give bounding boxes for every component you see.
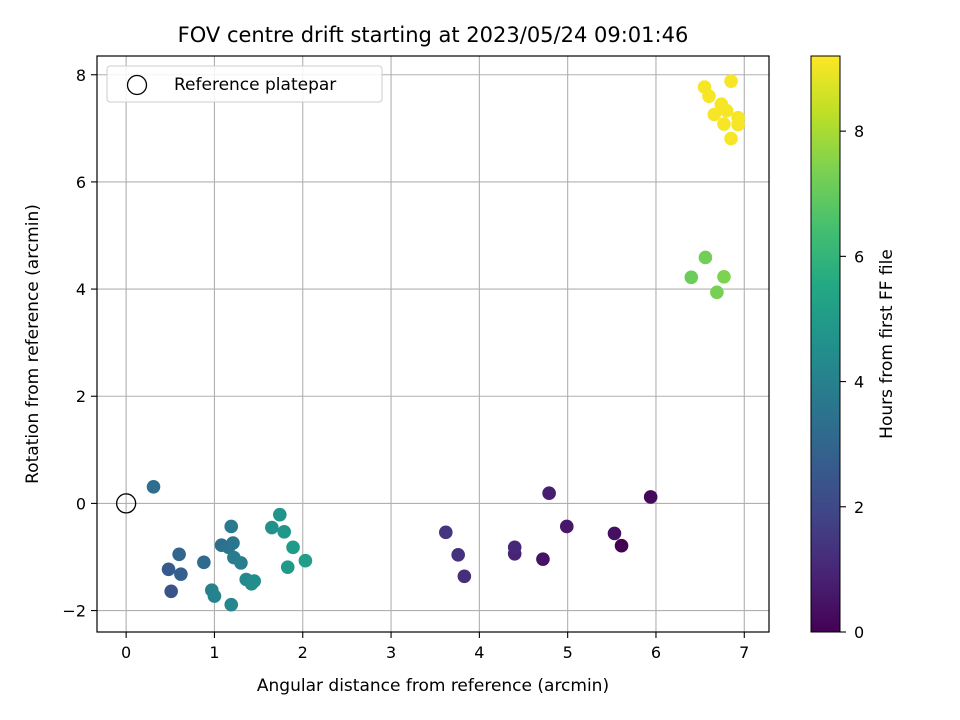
data-point-36: [698, 250, 713, 265]
data-point-14: [172, 547, 186, 562]
data-point-8: [457, 569, 472, 584]
data-point-10: [439, 525, 453, 540]
data-point-19: [226, 536, 240, 550]
y-tick-label-0: −2: [62, 602, 86, 621]
colorbar-tick-label-1: 2: [854, 498, 864, 517]
data-point-45: [724, 74, 738, 88]
data-point-1: [643, 490, 658, 504]
plot-frame: [96, 55, 770, 633]
data-point-46: [724, 131, 738, 146]
data-point-25: [224, 597, 239, 612]
y-tick-label-3: 4: [76, 280, 86, 299]
colorbar-gradient: [810, 55, 841, 633]
x-tick-label-3: 3: [386, 643, 396, 662]
data-point-11: [164, 584, 178, 599]
data-point-12: [161, 562, 176, 577]
y-tick-label-4: 6: [76, 173, 86, 192]
x-tick-label-4: 4: [474, 643, 484, 662]
data-point-35: [684, 270, 699, 285]
data-point-9: [451, 548, 465, 562]
colorbar-ticks: 0 2 4 6 8: [840, 122, 864, 642]
data-point-40: [702, 89, 716, 103]
data-point-4: [559, 519, 574, 534]
data-point-20: [224, 519, 239, 534]
x-tick-label-5: 5: [563, 643, 573, 662]
data-point-44: [719, 103, 734, 118]
data-point-30: [272, 507, 287, 522]
legend-marker-reference: [126, 74, 148, 96]
data-point-37: [710, 285, 724, 300]
data-point-32: [280, 560, 295, 574]
data-point-22: [234, 556, 248, 570]
data-point-3: [536, 552, 550, 566]
data-point-2: [607, 526, 622, 541]
colorbar-title: Hours from first FF file: [877, 249, 897, 439]
legend: Reference platepar: [106, 65, 383, 103]
chart-title: FOV centre drift starting at 2023/05/24 …: [178, 23, 689, 47]
axis-ticks: 0 1 2 3 4 5 6 7 −2 0 2 4 6 8: [62, 66, 749, 662]
colorbar-tick-label-2: 4: [854, 373, 864, 392]
data-point-48: [731, 110, 745, 125]
x-tick-label-2: 2: [298, 643, 308, 662]
data-point-38: [717, 269, 731, 284]
colorbar-tick-label-4: 8: [854, 122, 864, 141]
data-point-28: [247, 574, 261, 588]
x-axis-title: Angular distance from reference (arcmin): [257, 676, 609, 696]
grid: [97, 56, 769, 632]
x-tick-label-7: 7: [739, 643, 749, 662]
data-point-0: [614, 538, 629, 553]
y-tick-label-2: 2: [76, 387, 86, 406]
x-tick-label-6: 6: [651, 643, 661, 662]
y-tick-label-5: 8: [76, 66, 86, 85]
legend-box: [106, 65, 383, 103]
data-point-33: [286, 540, 300, 555]
data-point-34: [298, 553, 313, 568]
x-tick-label-1: 1: [209, 643, 219, 662]
data-points: [115, 74, 745, 612]
x-tick-label-0: 0: [121, 643, 131, 662]
colorbar-tick-label-0: 0: [854, 623, 864, 642]
y-axis-title: Rotation from reference (arcmin): [23, 204, 43, 484]
data-point-15: [197, 555, 211, 570]
y-tick-label-1: 0: [76, 494, 86, 513]
colorbar: 0 2 4 6 8 Hours from first FF file: [810, 55, 897, 642]
reference-platepar-marker: [115, 493, 137, 514]
data-point-13: [174, 567, 188, 581]
data-point-31: [277, 525, 292, 539]
data-point-41: [707, 107, 722, 122]
colorbar-tick-label-3: 6: [854, 247, 864, 266]
data-point-5: [542, 486, 556, 501]
data-point-29: [265, 520, 279, 535]
legend-label-reference: Reference platepar: [174, 75, 336, 95]
data-point-43: [717, 117, 731, 131]
data-point-7: [507, 540, 522, 555]
data-point-16: [146, 479, 161, 494]
data-point-24: [207, 589, 222, 603]
